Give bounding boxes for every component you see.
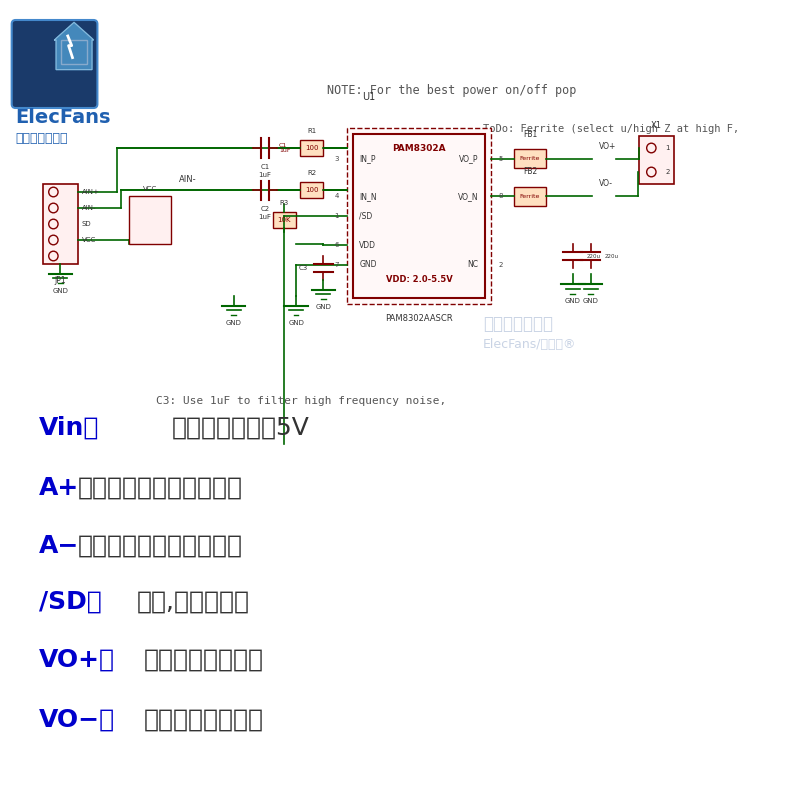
Text: Ferrite: Ferrite	[520, 194, 540, 199]
Text: NOTE: For the best power on/off pop: NOTE: For the best power on/off pop	[327, 84, 577, 97]
Text: SD: SD	[82, 221, 91, 227]
Text: JP1: JP1	[54, 276, 66, 285]
Text: C3: C3	[298, 265, 308, 271]
Text: 关机,低电平有效: 关机,低电平有效	[136, 590, 250, 614]
Text: 100: 100	[305, 187, 318, 194]
Text: 220u: 220u	[605, 254, 618, 258]
Text: VO_N: VO_N	[458, 192, 478, 201]
Text: IN_N: IN_N	[359, 192, 377, 201]
Bar	[273, 212, 296, 228]
Text: VO-: VO-	[598, 179, 613, 189]
Text: VO+: VO+	[598, 142, 616, 151]
Text: 2: 2	[498, 262, 503, 268]
Text: IN_P: IN_P	[359, 154, 376, 163]
Text: VCC: VCC	[82, 237, 96, 243]
Text: 功率放大输出正端: 功率放大输出正端	[144, 648, 264, 672]
Text: 电子爱好者之家: 电子爱好者之家	[15, 132, 68, 145]
Text: GND: GND	[288, 320, 304, 326]
Text: C2: C2	[261, 206, 270, 212]
Text: AIN-: AIN-	[179, 175, 197, 185]
Text: ElecFans/科彦立®: ElecFans/科彦立®	[483, 338, 577, 350]
Text: AIN+: AIN+	[82, 189, 100, 195]
Text: GND: GND	[53, 288, 68, 294]
Text: 3: 3	[334, 156, 339, 162]
Text: VCC: VCC	[143, 186, 157, 192]
Text: PAM8302AASCR: PAM8302AASCR	[385, 314, 453, 322]
Text: 1uF: 1uF	[258, 172, 271, 178]
Text: FB2: FB2	[523, 167, 537, 177]
Text: 1: 1	[665, 145, 670, 151]
Text: C1: C1	[260, 164, 270, 170]
Text: VDD: VDD	[359, 241, 376, 250]
Text: R3: R3	[280, 200, 289, 206]
Text: VO−：: VO−：	[39, 708, 115, 732]
Text: C3: Use 1uF to filter high frequency noise,: C3: Use 1uF to filter high frequency noi…	[156, 396, 446, 406]
Text: FB1: FB1	[523, 130, 537, 139]
Bar	[300, 140, 323, 156]
Text: C1
1uF: C1 1uF	[279, 142, 290, 154]
Text: R1: R1	[307, 127, 316, 134]
Text: ElecFans: ElecFans	[15, 108, 111, 127]
Text: 2: 2	[665, 169, 670, 175]
Text: /SD: /SD	[359, 211, 373, 221]
Bar	[639, 136, 674, 184]
Text: /SD：: /SD：	[39, 590, 102, 614]
Text: Vin：: Vin：	[39, 416, 99, 440]
Text: ：音频信号差分输入负端: ：音频信号差分输入负端	[78, 534, 243, 558]
Bar	[61, 40, 87, 64]
FancyBboxPatch shape	[12, 20, 98, 108]
Text: 1uF: 1uF	[258, 214, 271, 220]
Text: NC: NC	[467, 261, 478, 270]
Bar	[514, 150, 546, 169]
Text: 供电引脚，推荐5V: 供电引脚，推荐5V	[171, 416, 310, 440]
Text: GND: GND	[583, 298, 598, 304]
Bar	[353, 134, 485, 298]
Text: X1: X1	[651, 121, 662, 130]
Text: AIN-: AIN-	[82, 205, 96, 211]
Text: A−: A−	[39, 534, 79, 558]
Text: 6: 6	[334, 242, 339, 248]
Bar	[43, 184, 78, 264]
Text: 220u: 220u	[587, 254, 601, 258]
Text: GND: GND	[565, 298, 581, 304]
Text: 7: 7	[334, 262, 339, 268]
Bar	[347, 128, 491, 304]
Text: 电子爱好者之家: 电子爱好者之家	[483, 315, 553, 333]
Text: Ferrite: Ferrite	[520, 156, 540, 162]
Text: VDD: 2.0-5.5V: VDD: 2.0-5.5V	[386, 275, 452, 284]
Bar	[129, 196, 171, 244]
Text: GND: GND	[226, 320, 242, 326]
Text: 5: 5	[498, 156, 503, 162]
Text: PAM8302A: PAM8302A	[392, 144, 446, 153]
Text: VO+：: VO+：	[39, 648, 115, 672]
Text: GND: GND	[359, 261, 377, 270]
Text: 10K: 10K	[278, 217, 291, 223]
Text: ：音频信号差分输入正端: ：音频信号差分输入正端	[78, 476, 243, 500]
Text: A+: A+	[39, 476, 79, 500]
Text: R2: R2	[307, 170, 316, 176]
Text: 8: 8	[498, 194, 503, 199]
Text: 功率放大输出正端: 功率放大输出正端	[144, 708, 264, 732]
Text: GND: GND	[315, 304, 331, 310]
Text: VO_P: VO_P	[459, 154, 478, 163]
Text: 1: 1	[334, 213, 339, 219]
Text: ToDo: Ferrite (select u/high Z at high F,: ToDo: Ferrite (select u/high Z at high F…	[483, 124, 739, 134]
Bar	[514, 187, 546, 206]
Text: 100: 100	[305, 145, 318, 151]
Polygon shape	[54, 22, 94, 70]
Bar	[300, 182, 323, 198]
Text: U1: U1	[362, 92, 376, 102]
Text: 4: 4	[334, 194, 339, 199]
